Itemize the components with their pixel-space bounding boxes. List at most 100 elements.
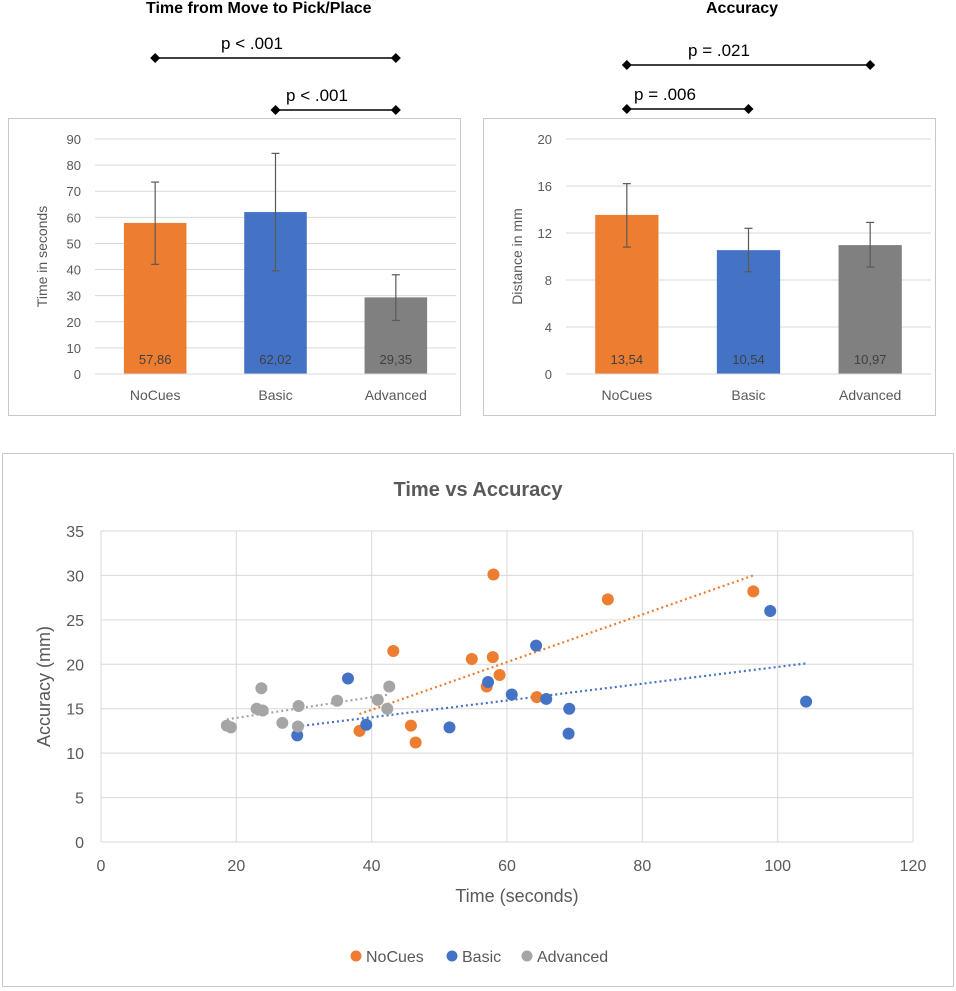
point-nocues — [493, 668, 506, 681]
point-nocues — [486, 651, 499, 664]
significance-marker — [390, 105, 401, 115]
point-advanced — [371, 693, 384, 706]
y-tick-label: 0 — [74, 367, 81, 382]
significance-marker — [621, 104, 632, 114]
legend-marker-advanced — [521, 950, 533, 962]
chart1-plot: 0 10 20 30 40 50 60 70 80 90 Time in seconds 57,86 N… — [34, 132, 456, 403]
point-basic — [443, 721, 456, 734]
x-tick-label: 20 — [227, 858, 245, 875]
y-tick-label: 8 — [545, 273, 552, 288]
chart1-significance: p < .001 p < .001 — [150, 34, 401, 115]
trendline-advanced — [226, 693, 390, 721]
significance-marker — [390, 53, 401, 63]
y-tick-label: 30 — [67, 289, 81, 304]
y-tick-label: 30 — [66, 568, 84, 585]
point-advanced — [255, 682, 268, 695]
y-tick-label: 50 — [67, 236, 81, 251]
point-advanced — [224, 721, 237, 734]
point-basic — [482, 676, 495, 689]
chart3-box: Time vs Accuracy 0 5 10 15 20 25 30 35 0 20 40 60 80 1… — [2, 453, 954, 987]
x-tick-label: 100 — [764, 858, 791, 875]
significance-marker — [270, 105, 281, 115]
y-tick-label: 20 — [67, 315, 81, 330]
data-label: 57,86 — [139, 352, 172, 367]
significance-label: p < .001 — [221, 34, 283, 53]
y-tick-label: 0 — [545, 367, 552, 382]
point-nocues — [530, 691, 543, 704]
chart3-title: Time vs Accuracy — [394, 479, 564, 501]
y-axis-label: Time in seconds — [34, 206, 50, 307]
point-nocues — [601, 593, 614, 606]
point-nocues — [409, 736, 422, 749]
data-label: 29,35 — [380, 352, 413, 367]
point-advanced — [276, 716, 289, 729]
y-tick-label: 90 — [67, 132, 81, 147]
x-tick-label: NoCues — [130, 387, 181, 403]
chart1-title: Time from Move to Pick/Place — [146, 0, 372, 17]
chart2-title: Accuracy — [706, 0, 779, 17]
point-basic — [764, 604, 777, 617]
significance-label: p = .021 — [688, 41, 750, 60]
y-tick-label: 4 — [545, 320, 552, 335]
y-axis-label: Accuracy (mm) — [34, 626, 54, 747]
significance-marker — [150, 53, 161, 63]
data-label: 10,54 — [732, 352, 765, 367]
x-tick-label: Advanced — [365, 387, 427, 403]
y-tick-label: 16 — [538, 179, 552, 194]
y-tick-label: 5 — [75, 791, 84, 808]
y-axis-label: Distance in mm — [509, 208, 525, 304]
data-label: 10,97 — [854, 352, 887, 367]
point-advanced — [291, 720, 304, 733]
y-tick-label: 10 — [67, 341, 81, 356]
x-axis-label: Time (seconds) — [455, 886, 578, 906]
point-basic — [563, 702, 576, 715]
legend-label-advanced: Advanced — [537, 949, 608, 966]
point-basic — [562, 727, 575, 740]
significance-marker — [621, 60, 632, 70]
y-tick-label: 40 — [67, 263, 81, 278]
point-basic — [505, 688, 518, 701]
y-tick-label: 80 — [67, 158, 81, 173]
significance-marker — [865, 60, 876, 70]
legend-marker-basic — [446, 950, 458, 962]
point-advanced — [256, 704, 269, 717]
point-advanced — [383, 680, 396, 693]
chart2-plot: 0 4 8 12 16 20 Distance in mm 13,54 NoCues 10,54 B… — [509, 132, 931, 403]
data-label: 62,02 — [259, 352, 292, 367]
x-tick-label: 60 — [498, 858, 516, 875]
y-tick-label: 12 — [538, 226, 552, 241]
x-tick-label: 40 — [363, 858, 381, 875]
legend-label-basic: Basic — [462, 949, 501, 966]
chart3-plot: Time vs Accuracy 0 5 10 15 20 25 30 35 0 20 40 60 80 1… — [34, 479, 927, 966]
point-advanced — [381, 702, 394, 715]
x-tick-label: Basic — [731, 387, 765, 403]
point-basic — [540, 692, 553, 705]
y-tick-label: 15 — [66, 702, 84, 719]
y-tick-label: 10 — [66, 746, 84, 763]
y-tick-label: 25 — [66, 613, 84, 630]
point-nocues — [387, 644, 400, 657]
legend-marker-nocues — [350, 950, 362, 962]
chart2-significance: p = .021 p = .006 — [621, 41, 876, 114]
point-nocues — [404, 719, 417, 732]
significance-marker — [743, 104, 754, 114]
x-tick-label: Basic — [258, 387, 292, 403]
legend-label-nocues: NoCues — [366, 949, 424, 966]
point-basic — [530, 639, 543, 652]
y-tick-label: 60 — [67, 210, 81, 225]
y-tick-label: 0 — [75, 835, 84, 852]
x-tick-label: 120 — [900, 858, 927, 875]
point-advanced — [292, 700, 305, 713]
significance-label: p = .006 — [634, 85, 696, 104]
x-tick-label: NoCues — [602, 387, 653, 403]
x-tick-label: Advanced — [839, 387, 901, 403]
x-tick-label: 0 — [97, 858, 106, 875]
data-label: 13,54 — [611, 352, 644, 367]
point-basic — [360, 718, 373, 731]
y-tick-label: 20 — [66, 657, 84, 674]
point-basic — [341, 672, 354, 685]
point-nocues — [465, 652, 478, 665]
point-nocues — [487, 568, 500, 581]
significance-label: p < .001 — [286, 86, 348, 105]
x-tick-label: 80 — [633, 858, 651, 875]
